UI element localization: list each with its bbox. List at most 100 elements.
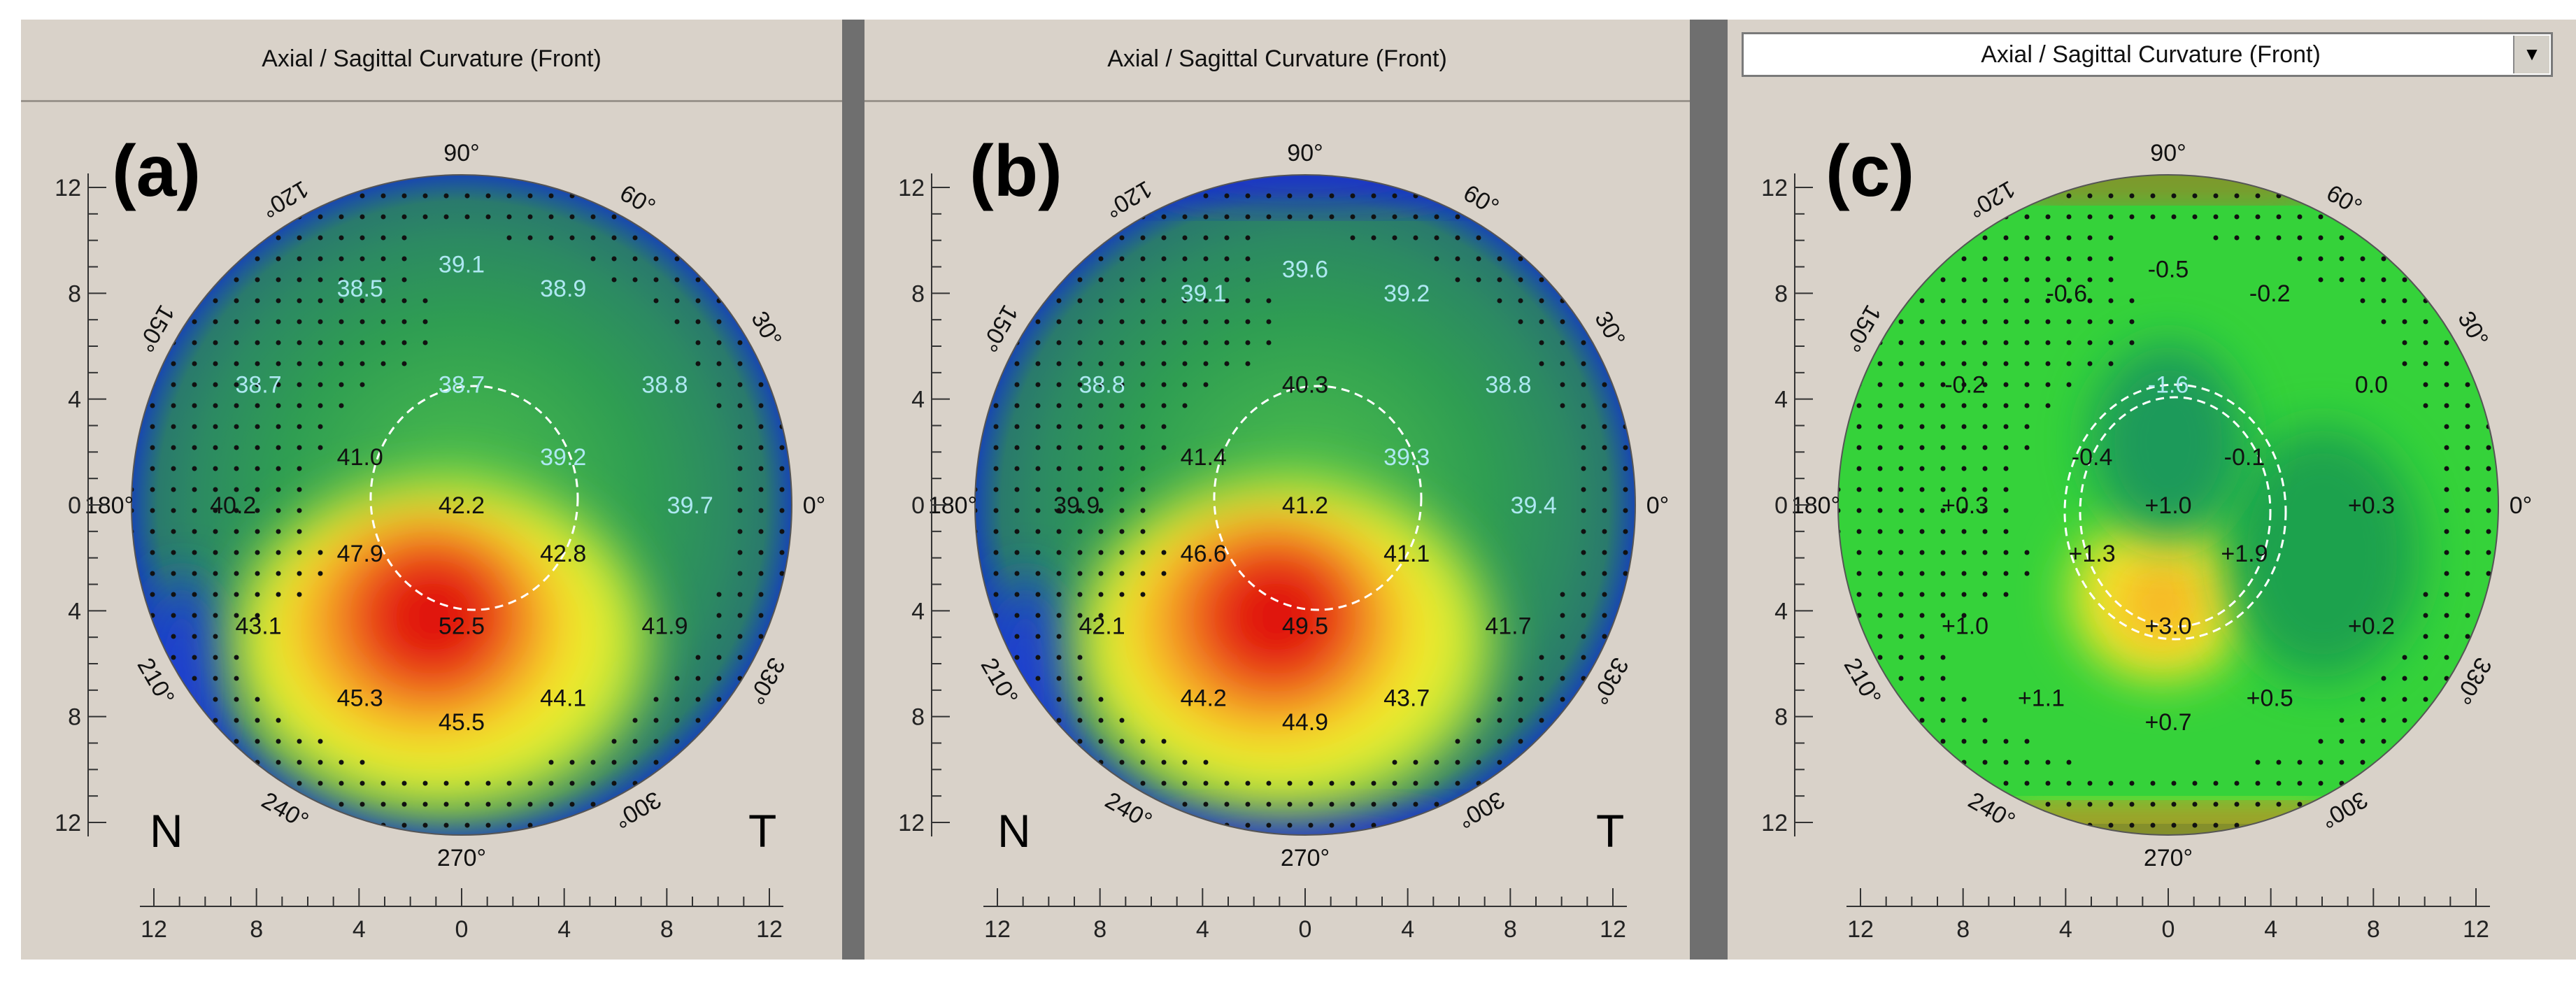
h-tick-label: 4 bbox=[2059, 916, 2072, 943]
v-tick-label: 0 bbox=[911, 492, 925, 519]
v-tick-label: 8 bbox=[911, 704, 925, 731]
map-value: -0.2 bbox=[2249, 280, 2291, 307]
map-value: 42.2 bbox=[439, 492, 485, 519]
v-tick-label: 12 bbox=[55, 175, 81, 201]
map-value: +0.7 bbox=[2144, 709, 2191, 736]
h-tick-label: 12 bbox=[1600, 916, 1626, 943]
map-value: 41.0 bbox=[337, 444, 383, 471]
angle-label: 60° bbox=[1459, 180, 1504, 221]
map-value: 38.8 bbox=[1485, 372, 1531, 399]
pupil-outline bbox=[1213, 385, 1423, 611]
map-header: Axial / Sagittal Curvature (Front) ▼ bbox=[1728, 20, 2576, 102]
v-tick-label: 8 bbox=[68, 704, 81, 731]
map-value: 39.2 bbox=[540, 444, 586, 471]
topography-panel-c: Axial / Sagittal Curvature (Front) ▼ -0.… bbox=[1728, 20, 2576, 960]
map-value: 38.7 bbox=[235, 372, 281, 399]
map-title: Axial / Sagittal Curvature (Front) bbox=[864, 20, 1690, 102]
angle-label: 270° bbox=[437, 845, 486, 871]
map-value: 41.9 bbox=[641, 613, 688, 639]
chevron-down-icon[interactable]: ▼ bbox=[2513, 36, 2549, 73]
v-tick-label: 4 bbox=[911, 598, 925, 625]
h-tick-label: 4 bbox=[353, 916, 366, 943]
map-value: 45.3 bbox=[337, 685, 383, 712]
map-value: 39.9 bbox=[1053, 492, 1100, 519]
h-tick-label: 12 bbox=[756, 916, 783, 943]
v-tick-label: 4 bbox=[68, 598, 81, 625]
angle-label: 270° bbox=[1281, 845, 1330, 871]
h-tick-label: 8 bbox=[1956, 916, 1970, 943]
angle-label: 30° bbox=[1589, 307, 1630, 352]
v-tick-label: 8 bbox=[68, 280, 81, 307]
map-type-select[interactable]: Axial / Sagittal Curvature (Front) ▼ bbox=[1742, 32, 2553, 77]
map-value: 46.6 bbox=[1181, 541, 1227, 567]
h-tick-label: 4 bbox=[1401, 916, 1414, 943]
angle-label: 90° bbox=[2150, 140, 2186, 166]
map-value: 39.2 bbox=[1383, 280, 1430, 307]
difference-map[interactable]: -0.5 -0.6 -0.2 -0.2 -1.6 0.0 -0.4 -0.1 +0.3 +1.0 +… bbox=[1728, 20, 2576, 960]
map-value: 41.7 bbox=[1485, 613, 1531, 639]
h-tick-label: 8 bbox=[1504, 916, 1517, 943]
panel-divider bbox=[1690, 20, 1728, 960]
pupil-outline-post bbox=[2079, 396, 2272, 628]
map-value: 39.1 bbox=[439, 251, 485, 278]
map-value: +1.1 bbox=[2018, 685, 2065, 712]
v-tick-label: 8 bbox=[911, 280, 925, 307]
map-value: 41.1 bbox=[1383, 541, 1430, 567]
map-value: 38.8 bbox=[641, 372, 688, 399]
h-tick-label: 4 bbox=[557, 916, 571, 943]
map-value: 38.7 bbox=[439, 372, 485, 399]
h-tick-label: 0 bbox=[455, 916, 469, 943]
map-value: +3.0 bbox=[2144, 613, 2191, 639]
angle-label: 0° bbox=[803, 492, 826, 519]
map-value: 42.1 bbox=[1079, 613, 1125, 639]
h-tick-label: 8 bbox=[1093, 916, 1106, 943]
map-value: 39.1 bbox=[1181, 280, 1227, 307]
map-value: -0.1 bbox=[2224, 444, 2265, 471]
map-value: 52.5 bbox=[439, 613, 485, 639]
map-value: 45.5 bbox=[439, 709, 485, 736]
v-tick-label: 12 bbox=[1761, 175, 1788, 201]
h-tick-label: 8 bbox=[660, 916, 674, 943]
v-tick-label: 12 bbox=[898, 810, 925, 836]
map-value: 38.5 bbox=[337, 276, 383, 302]
angle-label: 270° bbox=[2144, 845, 2193, 871]
v-tick-label: 0 bbox=[1774, 492, 1788, 519]
map-type-select-value: Axial / Sagittal Curvature (Front) bbox=[1981, 41, 2321, 68]
v-tick-label: 4 bbox=[68, 387, 81, 413]
map-value: +1.0 bbox=[2144, 492, 2191, 519]
panel-divider bbox=[842, 20, 864, 960]
h-tick-label: 8 bbox=[2367, 916, 2380, 943]
topography-panel-b: Axial / Sagittal Curvature (Front) 39.6 3… bbox=[864, 20, 1690, 960]
map-value: 41.4 bbox=[1181, 444, 1227, 471]
angle-label: 30° bbox=[746, 307, 787, 352]
map-value: 40.2 bbox=[210, 492, 256, 519]
curvature-map[interactable]: 39.1 38.5 38.9 38.7 38.7 38.8 41.0 39.2 40.2 42.2… bbox=[21, 20, 842, 960]
angle-label: 0° bbox=[2510, 492, 2533, 519]
h-tick-label: 4 bbox=[2264, 916, 2277, 943]
pupil-outline-pre bbox=[2063, 383, 2287, 641]
panel-label: (a) bbox=[112, 131, 201, 212]
map-value: -0.2 bbox=[1944, 372, 1986, 399]
map-value: 43.1 bbox=[235, 613, 281, 639]
v-tick-label: 8 bbox=[1774, 280, 1788, 307]
map-value: -0.5 bbox=[2148, 256, 2189, 283]
h-tick-label: 8 bbox=[250, 916, 263, 943]
map-value: 44.1 bbox=[540, 685, 586, 712]
nasal-label: N bbox=[997, 805, 1031, 857]
h-tick-label: 12 bbox=[984, 916, 1011, 943]
map-value: 44.9 bbox=[1282, 709, 1328, 736]
map-value: 39.4 bbox=[1511, 492, 1557, 519]
v-tick-label: 4 bbox=[1774, 387, 1788, 413]
temporal-label: T bbox=[748, 805, 777, 857]
angle-label: 30° bbox=[2452, 307, 2493, 352]
angle-label: 0° bbox=[1646, 492, 1670, 519]
curvature-map[interactable]: 39.6 39.1 39.2 38.8 40.3 38.8 41.4 39.3 39.9 41.2… bbox=[864, 20, 1690, 960]
map-value: 49.5 bbox=[1282, 613, 1328, 639]
map-value: 42.8 bbox=[540, 541, 586, 567]
map-value: 43.7 bbox=[1383, 685, 1430, 712]
map-value: -0.6 bbox=[2046, 280, 2087, 307]
map-value: +0.2 bbox=[2348, 613, 2395, 639]
map-title: Axial / Sagittal Curvature (Front) bbox=[21, 20, 842, 102]
map-value: 40.3 bbox=[1282, 372, 1328, 399]
map-value: +1.9 bbox=[2221, 541, 2268, 567]
